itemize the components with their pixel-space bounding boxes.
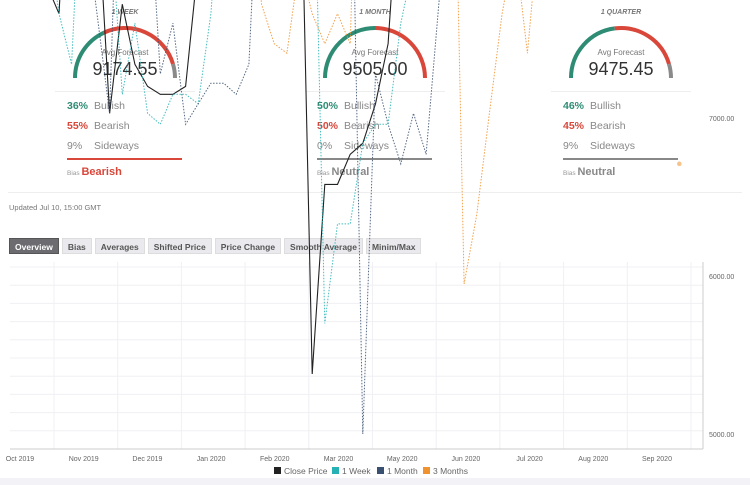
x-tick-label: Feb 2020 — [260, 456, 290, 463]
legend-label: Close Price — [284, 466, 328, 476]
sideways-label: Sideways — [590, 140, 635, 152]
y-tick-label: 7000.00 — [709, 116, 734, 123]
tab-overview[interactable]: Overview — [9, 238, 59, 254]
legend-swatch — [332, 467, 339, 474]
sideways-pct: 0% — [317, 140, 333, 152]
y-tick-label: 5000.00 — [709, 432, 734, 439]
bearish-label: Bearish — [590, 120, 626, 132]
bias-label: Bias — [317, 170, 330, 177]
bearish-row: 45% Bearish — [563, 120, 626, 132]
bullish-pct: 50% — [317, 100, 339, 112]
tab-shifted-price[interactable]: Shifted Price — [147, 238, 212, 254]
x-tick-label: Jul 2020 — [516, 456, 543, 463]
bias: Bias Bearish — [67, 166, 122, 178]
bearish-pct: 55% — [67, 120, 89, 132]
updated-timestamp: Updated Jul 10, 15:00 GMT — [9, 203, 102, 212]
x-tick-label: Oct 2019 — [6, 456, 35, 463]
tab-smooth-average[interactable]: Smooth Average — [284, 238, 363, 254]
x-tick-label: Dec 2019 — [132, 456, 162, 463]
tab-minim-max[interactable]: Minim/Max — [365, 238, 422, 254]
x-tick-label: Aug 2020 — [578, 456, 608, 463]
bullish-pct: 36% — [67, 100, 89, 112]
sideways-label: Sideways — [94, 140, 139, 152]
x-tick-label: Mar 2020 — [324, 456, 354, 463]
bullish-pct: 46% — [563, 100, 585, 112]
bullish-label: Bullish — [590, 100, 621, 112]
bearish-label: Bearish — [94, 120, 130, 132]
bias-label: Bias — [67, 170, 80, 177]
gauge-arc-sideways — [667, 63, 673, 79]
bias: Bias Neutral — [563, 166, 615, 178]
x-tick-label: Jun 2020 — [451, 456, 480, 463]
legend-swatch — [274, 467, 281, 474]
x-tick-label: Jan 2020 — [197, 456, 226, 463]
period-title: 1 QUARTER — [600, 9, 642, 16]
bullish-row: 36% Bullish — [67, 100, 125, 112]
tab-bias[interactable]: Bias — [61, 238, 92, 254]
bullish-label: Bullish — [344, 100, 375, 112]
bearish-label: Bearish — [344, 120, 380, 132]
gauge-arc-bearish — [614, 26, 671, 65]
sideways-label: Sideways — [344, 140, 389, 152]
bias-line — [317, 158, 432, 160]
avg-forecast-value: 9475.45 — [588, 59, 654, 79]
avg-forecast-label: Avg Forecast — [101, 48, 149, 57]
avg-forecast-value: 9174.55 — [92, 59, 158, 79]
sideways-row: 9% Sideways — [563, 140, 635, 152]
legend-swatch — [423, 467, 430, 474]
period-title: 1 WEEK — [111, 9, 139, 16]
bias-label: Bias — [563, 170, 576, 177]
divider — [305, 91, 445, 92]
bias-value: Bearish — [81, 166, 122, 178]
legend-label: 1 Month — [387, 466, 418, 476]
chart-tabs: Overview Bias Averages Shifted Price Price C… — [9, 238, 422, 254]
sideways-row: 0% Sideways — [317, 140, 389, 152]
avg-forecast-label: Avg Forecast — [597, 48, 645, 57]
bearish-pct: 45% — [563, 120, 585, 132]
bullish-row: 50% Bullish — [317, 100, 375, 112]
x-tick-label: Nov 2019 — [69, 456, 99, 463]
gauge-arc-bullish — [569, 26, 616, 79]
bullish-label: Bullish — [94, 100, 125, 112]
forecast-gauge — [569, 26, 673, 79]
divider — [55, 91, 195, 92]
tab-averages[interactable]: Averages — [94, 238, 145, 254]
section-divider — [8, 192, 742, 193]
x-tick-label: May 2020 — [387, 456, 418, 463]
bullish-row: 46% Bullish — [563, 100, 621, 112]
footer-band — [0, 478, 750, 485]
bearish-pct: 50% — [317, 120, 339, 132]
legend-swatch — [377, 467, 384, 474]
legend-label: 1 Week — [342, 466, 371, 476]
bearish-row: 50% Bearish — [317, 120, 380, 132]
sideways-pct: 9% — [563, 140, 579, 152]
divider — [551, 91, 691, 92]
bias-line — [563, 158, 678, 160]
y-tick-label: 6000.00 — [709, 274, 734, 281]
legend-label: 3 Months — [433, 466, 468, 476]
bias-value: Neutral — [577, 166, 616, 178]
avg-forecast-label: Avg Forecast — [351, 48, 399, 57]
x-tick-label: Sep 2020 — [642, 456, 672, 463]
sideways-row: 9% Sideways — [67, 140, 139, 152]
tab-price-change[interactable]: Price Change — [214, 238, 282, 254]
sideways-pct: 9% — [67, 140, 83, 152]
bias: Bias Neutral — [317, 166, 369, 178]
bias-value: Neutral — [331, 166, 370, 178]
bearish-row: 55% Bearish — [67, 120, 130, 132]
forecast-bubble — [677, 161, 682, 167]
period-title: 1 MONTH — [359, 9, 391, 16]
bias-line — [67, 158, 182, 160]
avg-forecast-value: 9505.00 — [342, 59, 408, 79]
